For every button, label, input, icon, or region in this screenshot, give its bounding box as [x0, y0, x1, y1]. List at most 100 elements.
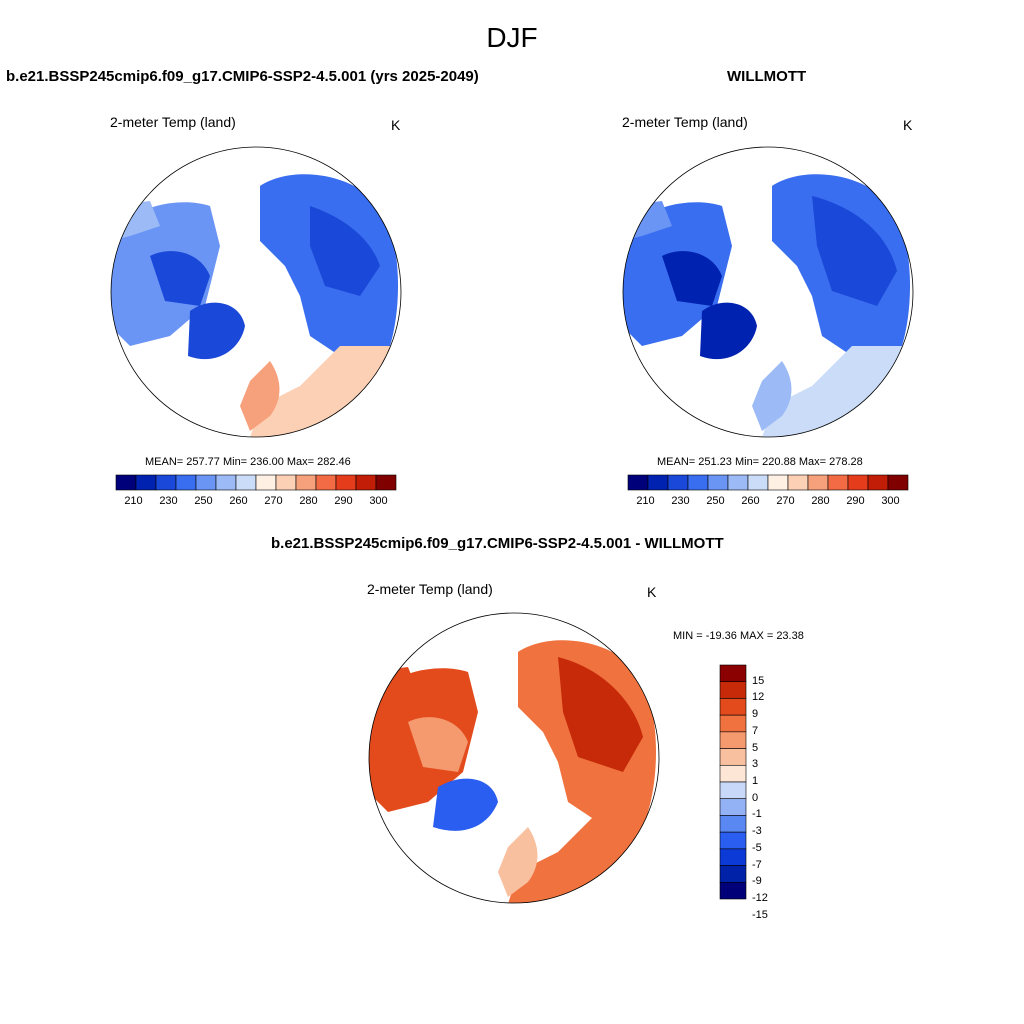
diff-colorbar-box: [719, 714, 747, 733]
diff-colorbar-box: [719, 781, 747, 800]
diff-colorbar-box: [719, 664, 747, 683]
diff-colorbar-tick-label: -12: [752, 892, 768, 904]
model-colorbar-box: [255, 474, 277, 491]
diff-colorbar-tick-label: 3: [752, 758, 759, 771]
diff-colorbar-box: [719, 865, 747, 883]
diff-colorbar-box: [719, 848, 747, 866]
model-colorbar-box: [335, 474, 357, 491]
diff-canada-archipelago: [408, 717, 468, 772]
obs-variable-label: 2-meter Temp (land): [622, 114, 748, 130]
model-colorbar-tick-label: 270: [264, 495, 283, 507]
diff-scandinavia-land: [498, 827, 538, 897]
diff-colorbar-tick-label: 15: [752, 674, 765, 687]
obs-greenland-land: [700, 302, 757, 360]
obs-colorbar-labels: 210 230 250 260 270 280 290 300: [628, 495, 908, 509]
model-siberia-land: [310, 206, 380, 296]
diff-colorbar: [719, 664, 747, 900]
diff-colorbar-tick-label: 7: [752, 724, 759, 737]
model-scandinavia-land: [240, 361, 280, 431]
obs-colorbar-tick-label: 250: [706, 495, 725, 507]
model-colorbar: [115, 474, 397, 491]
model-panel-title: b.e21.BSSP245cmip6.f09_g17.CMIP6-SSP2-4.…: [6, 68, 479, 85]
diff-panel-title: b.e21.BSSP245cmip6.f09_g17.CMIP6-SSP2-4.…: [271, 535, 724, 552]
diff-colorbar-box: [719, 698, 747, 716]
model-polar-map: [110, 146, 402, 438]
model-colorbar-tick-label: 300: [369, 495, 388, 507]
model-colorbar-box: [375, 474, 397, 491]
obs-colorbar-box: [887, 474, 909, 491]
model-units-label: K: [391, 117, 401, 133]
obs-colorbar-box: [807, 474, 829, 491]
obs-colorbar-box: [747, 474, 769, 491]
model-colorbar-box: [115, 474, 137, 491]
diff-stats: MIN = -19.36 MAX = 23.38: [673, 630, 804, 642]
diff-colorbar-tick-label: -7: [752, 858, 762, 871]
diff-units-label: K: [647, 584, 657, 600]
diff-colorbar-box: [719, 881, 747, 900]
obs-colorbar-box: [867, 474, 889, 491]
model-colorbar-box: [135, 474, 157, 491]
obs-colorbar-tick-label: 280: [811, 495, 830, 507]
figure-title: DJF: [486, 22, 538, 53]
obs-colorbar-tick-label: 300: [881, 495, 900, 507]
diff-siberia-land: [558, 657, 643, 772]
obs-colorbar-box: [687, 474, 709, 491]
diff-colorbar-box: [719, 798, 747, 816]
obs-colorbar-box: [827, 474, 849, 491]
diff-colorbar-tick-label: 1: [752, 775, 759, 787]
obs-colorbar-box: [847, 474, 869, 491]
model-colorbar-box: [355, 474, 377, 491]
diff-colorbar-box: [719, 815, 747, 833]
diff-colorbar-tick-label: 9: [752, 708, 759, 721]
obs-colorbar-box: [787, 474, 809, 491]
obs-colorbar-box: [707, 474, 729, 491]
obs-colorbar-box: [767, 474, 789, 491]
diff-colorbar-box: [719, 731, 747, 749]
obs-colorbar-box: [667, 474, 689, 491]
obs-colorbar-box: [647, 474, 669, 491]
obs-siberia-land: [812, 196, 897, 306]
model-variable-label: 2-meter Temp (land): [110, 114, 236, 130]
model-colorbar-tick-label: 260: [229, 495, 248, 507]
obs-polar-map: [622, 146, 914, 438]
obs-colorbar-tick-label: 230: [671, 495, 690, 507]
model-canada-archipelago: [150, 251, 210, 306]
diff-colorbar-tick-label: -9: [752, 875, 762, 888]
model-stats: MEAN= 257.77 Min= 236.00 Max= 282.46: [145, 456, 351, 468]
diff-variable-label: 2-meter Temp (land): [367, 581, 493, 597]
diff-greenland-land: [433, 778, 498, 831]
model-colorbar-tick-label: 250: [194, 495, 213, 507]
diff-colorbar-tick-label: -3: [752, 825, 762, 838]
model-colorbar-tick-label: 210: [124, 495, 143, 507]
diff-colorbar-box: [719, 681, 747, 699]
model-greenland-land: [188, 302, 245, 360]
model-colorbar-box: [235, 474, 257, 491]
model-colorbar-tick-label: 290: [334, 495, 353, 507]
model-colorbar-box: [195, 474, 217, 491]
model-colorbar-box: [315, 474, 337, 491]
model-colorbar-box: [175, 474, 197, 491]
obs-colorbar-tick-label: 290: [846, 495, 865, 507]
model-colorbar-box: [215, 474, 237, 491]
diff-colorbar-tick-label: -15: [752, 908, 768, 921]
model-colorbar-tick-label: 280: [299, 495, 318, 507]
model-colorbar-box: [155, 474, 177, 491]
diff-colorbar-box: [719, 764, 747, 783]
model-colorbar-tick-label: 230: [159, 495, 178, 507]
diff-colorbar-tick-label: 5: [752, 741, 759, 754]
obs-colorbar-tick-label: 210: [636, 495, 655, 507]
obs-stats: MEAN= 251.23 Min= 220.88 Max= 278.28: [657, 456, 863, 468]
diff-colorbar-tick-label: 0: [752, 791, 759, 804]
obs-panel-title: WILLMOTT: [727, 68, 807, 85]
diff-colorbar-box: [719, 831, 747, 850]
diff-colorbar-tick-label: 12: [752, 691, 765, 704]
obs-canada-archipelago: [662, 251, 722, 306]
diff-colorbar-tick-label: -1: [752, 808, 762, 821]
obs-scandinavia-land: [752, 361, 792, 431]
obs-colorbar: [627, 474, 909, 491]
diff-colorbar-tick-label: -5: [752, 841, 762, 854]
obs-colorbar-tick-label: 260: [741, 495, 760, 507]
diff-polar-map: [368, 612, 660, 904]
obs-units-label: K: [903, 117, 913, 133]
diff-colorbar-box: [719, 748, 747, 766]
